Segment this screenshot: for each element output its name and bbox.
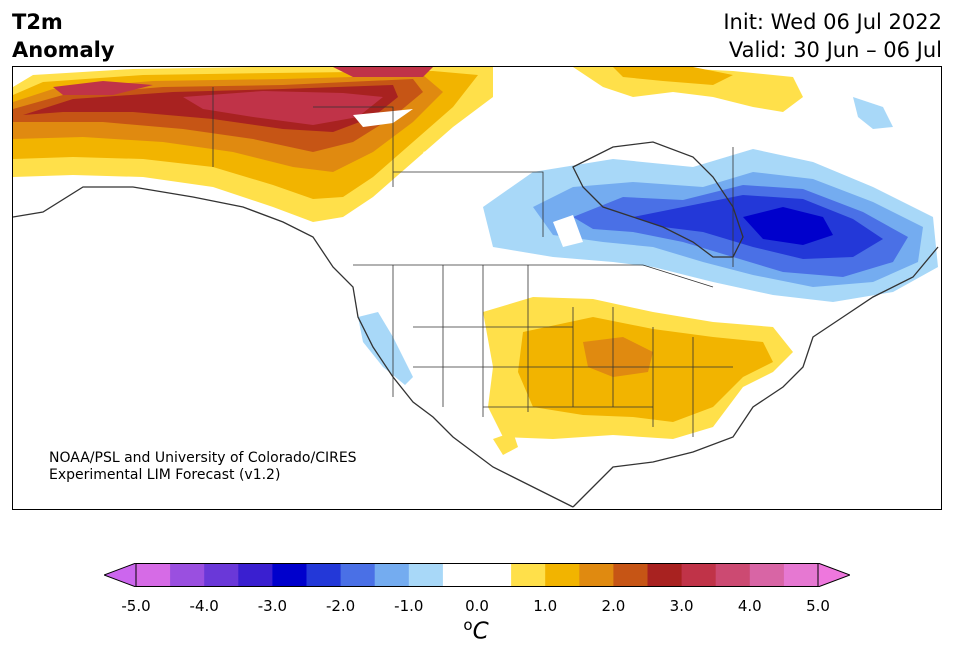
anomaly-map xyxy=(12,66,942,510)
colorbar-segment xyxy=(272,563,307,587)
colorbar-segment xyxy=(783,563,819,587)
warm-anomaly-arctic xyxy=(573,67,803,112)
colorbar-segment xyxy=(511,563,546,587)
colorbar-tick-label: 5.0 xyxy=(806,597,830,615)
colorbar-tick-label: 2.0 xyxy=(601,597,626,615)
colorbar xyxy=(104,563,850,587)
political-borders xyxy=(212,87,734,437)
unit-letter: C xyxy=(472,618,489,645)
colorbar-tick-label: 3.0 xyxy=(669,597,694,615)
colorbar-tick-label: 1.0 xyxy=(533,597,558,615)
colorbar-segment xyxy=(477,563,512,587)
lake-athabasca xyxy=(423,142,473,162)
colorbar-tick-label: -2.0 xyxy=(325,597,356,615)
colorbar-tick-label: -4.0 xyxy=(189,597,219,615)
cool-anomaly-west xyxy=(358,312,413,385)
credit-line-1: NOAA/PSL and University of Colorado/CIRE… xyxy=(49,450,357,466)
title-line-2: Anomaly xyxy=(12,38,115,62)
init-date: Init: Wed 06 Jul 2022 xyxy=(723,10,942,34)
colorbar-segment xyxy=(408,563,444,587)
colorbar-segment xyxy=(579,563,614,587)
colorbar-segment xyxy=(204,563,239,587)
colorbar-segment xyxy=(647,563,683,587)
colorbar-segment xyxy=(442,563,478,587)
colorbar-segment xyxy=(681,563,717,587)
colorbar-frame xyxy=(135,563,819,587)
colorbar-segment xyxy=(749,563,785,587)
cool-anomaly-canada xyxy=(483,97,938,302)
valid-range: Valid: 30 Jun – 06 Jul xyxy=(728,38,942,62)
forecast-dates: Init: Wed 06 Jul 2022 Valid: 30 Jun – 06… xyxy=(723,8,942,64)
colorbar-unit: oC xyxy=(463,616,488,645)
colorbar-segment xyxy=(136,563,171,587)
colorbar-segment xyxy=(715,563,751,587)
warm-anomaly-northwest xyxy=(13,67,493,222)
credit-line-2: Experimental LIM Forecast (v1.2) xyxy=(49,467,281,483)
colorbar-segment xyxy=(340,563,376,587)
lake-winnipeg xyxy=(553,215,583,247)
colorbar-segment xyxy=(170,563,205,587)
colorbar-over-arrow xyxy=(817,563,850,587)
colorbar-segment xyxy=(613,563,648,587)
lake-slave xyxy=(353,109,413,127)
colorbar-segment xyxy=(306,563,342,587)
unit-degree: o xyxy=(463,616,473,634)
colorbar-tick-label: 0.0 xyxy=(465,597,489,615)
colorbar-tick-label: -5.0 xyxy=(121,597,151,615)
warm-anomaly-us xyxy=(483,297,793,455)
colorbar-tick-label: -1.0 xyxy=(394,597,424,615)
colorbar-segment xyxy=(545,563,580,587)
title-line-1: T2m xyxy=(12,10,63,34)
colorbar-tick-label: -3.0 xyxy=(257,597,288,615)
colorbar-under-arrow xyxy=(104,563,137,587)
credit-text: NOAA/PSL and University of Colorado/CIRE… xyxy=(49,450,357,484)
colorbar-tick-label: 4.0 xyxy=(737,597,762,615)
map-canvas xyxy=(13,67,939,508)
colorbar-segment xyxy=(238,563,273,587)
map-title: T2m Anomaly xyxy=(12,8,115,64)
colorbar-segment xyxy=(374,563,410,587)
